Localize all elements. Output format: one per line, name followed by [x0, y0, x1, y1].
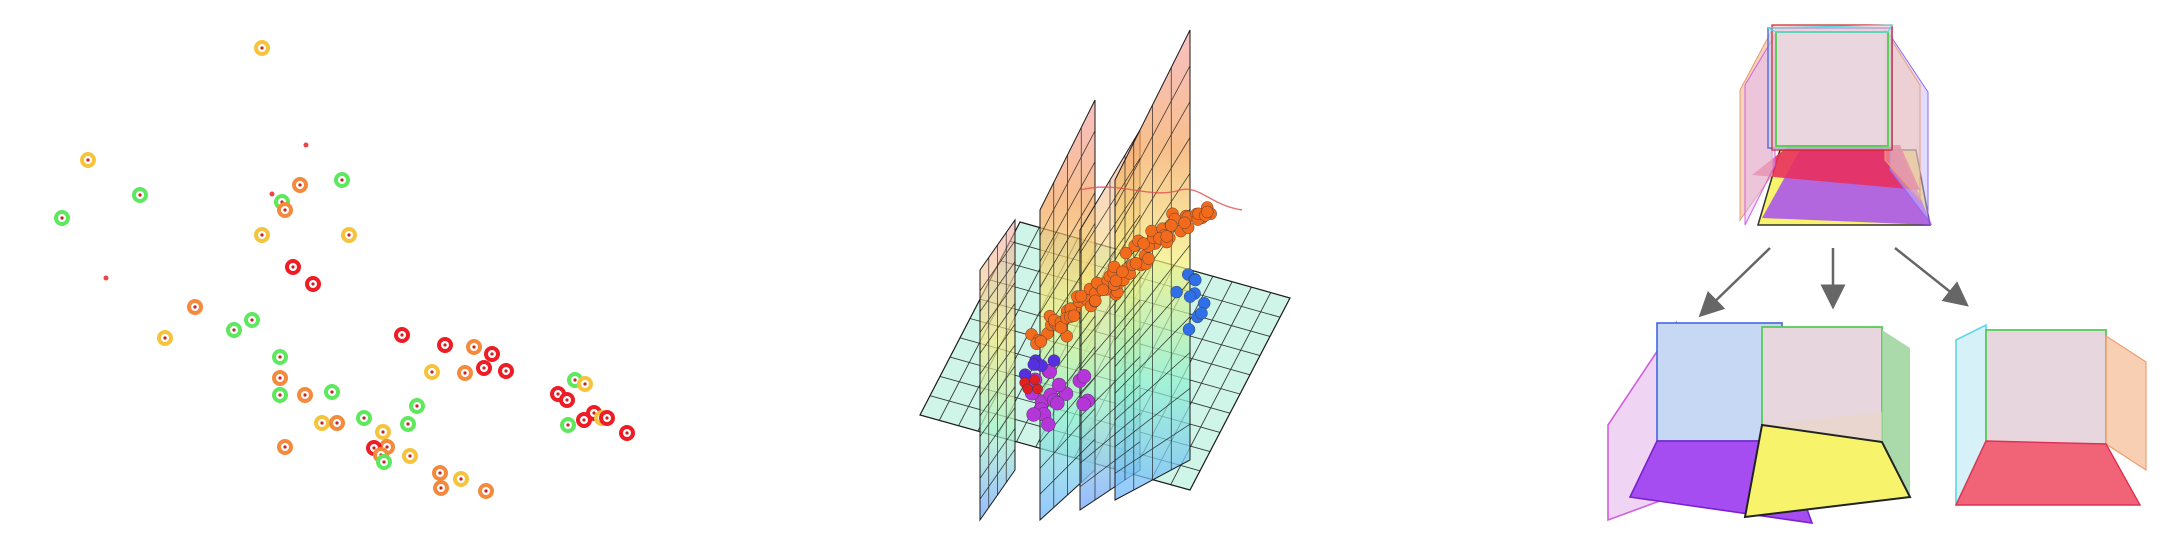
scatter-marker	[187, 299, 203, 315]
planes-figure	[919, 29, 1291, 522]
scatter-marker	[375, 424, 391, 440]
arrow-right	[1894, 247, 1969, 307]
scatter-marker	[400, 416, 416, 432]
scatter-marker	[559, 392, 575, 408]
scatter-marker	[341, 227, 357, 243]
scatter-marker	[277, 439, 293, 455]
scatter-marker	[314, 415, 330, 431]
cluster-point	[1074, 289, 1088, 303]
scatter-marker	[424, 364, 440, 380]
scatter-marker	[453, 471, 469, 487]
cluster-point	[1116, 265, 1129, 278]
scatter-marker	[476, 360, 492, 376]
cluster-point	[1170, 285, 1183, 299]
scatter-marker	[478, 483, 494, 499]
scatter-marker	[226, 322, 242, 338]
planes-panel	[880, 0, 1350, 550]
cluster-point	[1182, 323, 1196, 336]
scatter-marker	[356, 410, 372, 426]
trajectory-line	[1079, 186, 1243, 211]
scatter-marker	[334, 172, 350, 188]
cluster-point	[1067, 309, 1081, 322]
cluster-point	[1129, 257, 1143, 270]
scatter-marker	[394, 327, 410, 343]
cluster-point	[1096, 283, 1110, 297]
scatter-marker	[484, 346, 500, 362]
cluster-point	[1109, 274, 1123, 287]
scatter-marker	[498, 363, 514, 379]
sub-view-2	[1743, 326, 1912, 519]
scatter-marker	[292, 177, 308, 193]
cluster-point	[1189, 273, 1202, 287]
cluster-point	[1032, 383, 1043, 395]
cluster-point	[1054, 321, 1068, 334]
cluster-point	[1027, 358, 1041, 371]
cluster-point	[1022, 383, 1033, 395]
scatter-marker	[599, 410, 615, 426]
cluster-point	[1041, 417, 1056, 432]
scatter-marker	[272, 370, 288, 386]
cluster-point	[1034, 335, 1048, 348]
composite-cube	[1739, 24, 1932, 226]
scatter-marker	[254, 227, 270, 243]
scatter-marker	[409, 398, 425, 414]
cluster-point	[1201, 205, 1214, 219]
cluster-point	[1195, 307, 1208, 320]
cluster-point	[1183, 290, 1197, 303]
scatter-marker	[376, 454, 392, 470]
scatter-marker	[297, 387, 313, 403]
scatter-marker	[272, 349, 288, 365]
scatter-marker	[432, 465, 448, 481]
scatter-marker	[433, 480, 449, 496]
cluster-point	[1142, 252, 1155, 265]
scatter-marker	[402, 448, 418, 464]
cluster-point	[1137, 237, 1150, 250]
scatter-marker	[457, 365, 473, 381]
stray-point	[103, 275, 109, 281]
cluster-point	[1165, 219, 1178, 232]
cluster-point	[1047, 354, 1061, 367]
scatter-marker	[54, 210, 70, 226]
stray-point	[269, 191, 275, 197]
scatter-marker	[272, 387, 288, 403]
cube-decomposition-panel	[1500, 0, 2178, 550]
cluster-point	[1160, 230, 1173, 243]
cluster-point	[1026, 407, 1041, 422]
scatter-plot	[54, 40, 635, 499]
scatter-marker	[244, 312, 260, 328]
scatter-marker	[277, 202, 293, 218]
cluster-point	[1051, 377, 1067, 393]
scatter-marker	[157, 330, 173, 346]
scatter-marker	[324, 384, 340, 400]
scatter-marker	[132, 187, 148, 203]
cluster-point	[1029, 374, 1040, 385]
scatter-marker	[619, 425, 635, 441]
sub-view-3	[1954, 323, 2147, 506]
scatter-marker	[577, 376, 593, 392]
cluster-point	[1076, 396, 1091, 412]
scatter-marker	[560, 417, 576, 433]
scatter-marker	[80, 152, 96, 168]
cluster-point	[1060, 330, 1073, 343]
scatter-marker	[329, 415, 345, 431]
scatter-marker	[285, 259, 301, 275]
cube-figure	[1607, 24, 2147, 524]
scatter-marker	[305, 276, 321, 292]
scatter-marker	[466, 339, 482, 355]
cluster-point	[1089, 294, 1102, 307]
scatter-marker	[254, 40, 270, 56]
arrow-left	[1698, 247, 1771, 318]
scatter-panel	[0, 0, 700, 550]
scatter-marker	[437, 337, 453, 353]
scatter-marker	[576, 412, 592, 428]
cluster-point	[1178, 216, 1191, 230]
cluster-point	[1119, 246, 1133, 260]
stray-point	[303, 142, 309, 148]
cluster-point	[1050, 396, 1065, 411]
cluster-point	[1076, 369, 1092, 384]
